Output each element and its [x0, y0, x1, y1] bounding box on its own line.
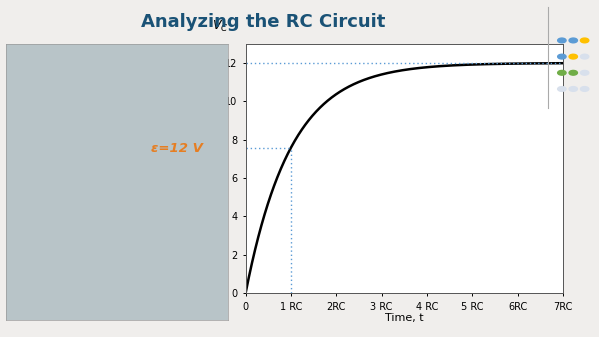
Text: ε=12 V: ε=12 V	[151, 142, 202, 155]
X-axis label: Time, t: Time, t	[385, 313, 423, 323]
Text: $V_C$: $V_C$	[212, 19, 228, 34]
Text: Analyzing the RC Circuit: Analyzing the RC Circuit	[141, 13, 386, 31]
